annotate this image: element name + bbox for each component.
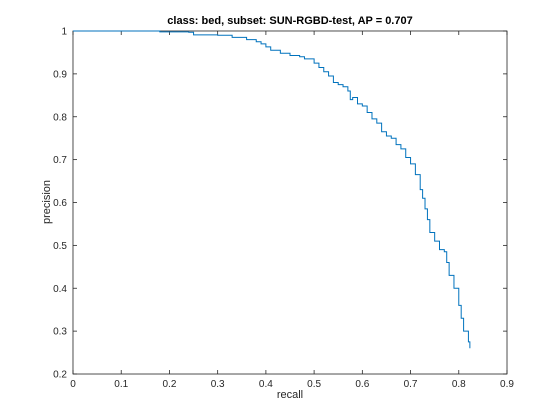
x-axis-ticks: 0 0.1 0.2 0.3 0.4 0.5 0.6 0.7 0.8 0.9 xyxy=(70,31,514,390)
y-tick-label: 0.8 xyxy=(53,112,67,123)
x-tick-label: 0.4 xyxy=(259,379,273,390)
x-tick-label: 0.5 xyxy=(307,379,321,390)
y-tick-label: 0.2 xyxy=(53,370,67,381)
chart-title: class: bed, subset: SUN-RGBD-test, AP = … xyxy=(167,15,412,27)
axes-box xyxy=(72,30,508,375)
y-axis-label: precision xyxy=(41,180,53,224)
x-axis-label: recall xyxy=(277,389,303,401)
y-tick-label: 0.9 xyxy=(53,69,67,80)
y-tick-label: 0.3 xyxy=(53,327,67,338)
x-tick-label: 0.8 xyxy=(452,379,466,390)
y-tick-label: 1 xyxy=(61,27,67,38)
y-tick-label: 0.7 xyxy=(53,155,67,166)
y-tick-label: 0.5 xyxy=(53,241,67,252)
x-tick-label: 0 xyxy=(70,379,76,390)
series-line-precision-recall xyxy=(73,30,471,349)
y-tick-label: 0.4 xyxy=(53,284,67,295)
x-tick-label: 0.2 xyxy=(162,379,176,390)
series-group xyxy=(73,30,471,349)
y-tick-label: 0.6 xyxy=(53,198,67,209)
x-tick-label: 0.9 xyxy=(500,379,514,390)
y-axis-ticks: 0.2 0.3 0.4 0.5 0.6 0.7 0.8 0.9 1 xyxy=(53,27,507,381)
x-tick-label: 0.6 xyxy=(355,379,369,390)
x-tick-label: 0.3 xyxy=(211,379,225,390)
x-tick-label: 0.7 xyxy=(404,379,418,390)
x-tick-label: 0.1 xyxy=(114,379,128,390)
plot-area xyxy=(73,31,507,374)
